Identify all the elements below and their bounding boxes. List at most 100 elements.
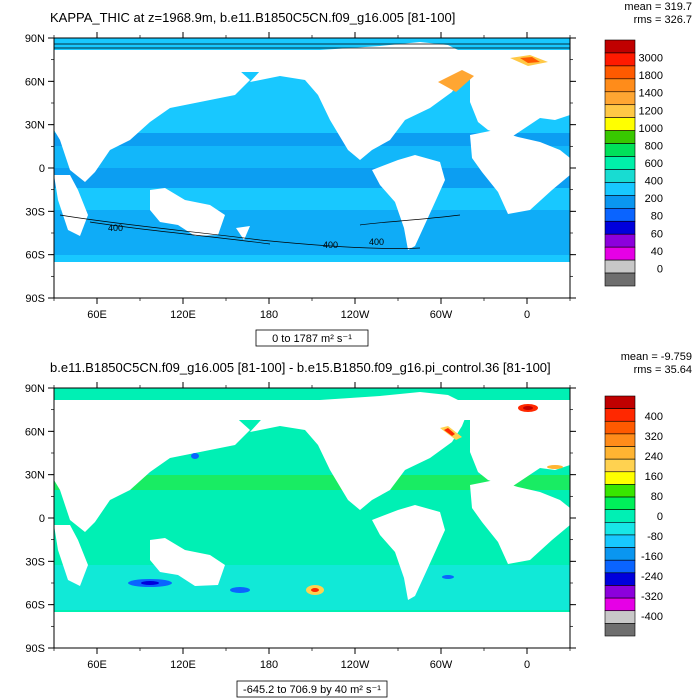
colorbar-label: -240 xyxy=(641,571,663,583)
colorbar-swatch xyxy=(604,547,636,561)
x-tick-label: 60W xyxy=(430,309,453,321)
colorbar-swatch xyxy=(604,534,636,548)
y-tick-label: 90S xyxy=(25,293,45,305)
colorbar-swatch xyxy=(604,509,636,523)
continents-b xyxy=(54,392,570,648)
colorbar-label: 160 xyxy=(645,471,663,483)
panel-b-title: b.e11.B1850C5CN.f09_g16.005 [81-100] - b… xyxy=(50,360,551,375)
y-tick-label: 60S xyxy=(25,250,45,262)
y-tick-label: 90S xyxy=(25,643,45,655)
panel-b-axes: 90N 60N 30N 0 30S 60S 90S 60E 120E 180 120W 60W 0 xyxy=(25,382,576,671)
panel-b-rms: rms = 35.64 xyxy=(634,364,692,376)
colorbar-label: 320 xyxy=(645,431,663,443)
panel-a-rms: rms = 326.7 xyxy=(634,14,692,26)
colorbar-swatch xyxy=(604,208,636,222)
x-tick-label: 60W xyxy=(430,659,453,671)
colorbar-swatch xyxy=(604,572,636,586)
colorbar-swatch xyxy=(604,395,636,409)
colorbar-swatch xyxy=(604,143,636,157)
colorbar-swatch xyxy=(604,130,636,144)
colorbar-label: 60 xyxy=(651,228,663,240)
x-tick-label: 120E xyxy=(170,659,196,671)
panel-a-map: 400 400 400 xyxy=(54,38,570,298)
x-tick-label: 120E xyxy=(170,309,196,321)
contour-lines xyxy=(54,43,570,249)
colorbar-swatch xyxy=(604,272,636,287)
hotspot-nordic-core xyxy=(520,57,540,63)
panel-kappa-thic: KAPPA_THIC at z=1968.9m, b.e11.B1850C5CN… xyxy=(25,1,692,347)
x-tick-label: 60E xyxy=(87,659,107,671)
colorbar-swatch xyxy=(604,39,636,54)
colorbar-swatch xyxy=(604,458,636,473)
colorbar-label: 1800 xyxy=(639,70,663,82)
x-tick-label: 180 xyxy=(260,659,278,671)
colorbar-swatch xyxy=(604,195,636,209)
colorbar-label: -400 xyxy=(641,611,663,623)
arctic-ocean-b xyxy=(54,388,570,400)
x-tick-label: 0 xyxy=(524,309,530,321)
colorbar-swatch xyxy=(604,597,636,612)
colorbar-swatch xyxy=(604,259,636,274)
colorbar-label: 400 xyxy=(645,411,663,423)
difference-anomalies xyxy=(128,404,563,595)
x-tick-label: 180 xyxy=(260,309,278,321)
colorbar-swatch xyxy=(604,233,636,248)
colorbar-label: 0 xyxy=(657,263,663,275)
colorbar-swatch xyxy=(604,559,636,574)
contour-label-1: 400 xyxy=(108,223,123,233)
colorbar-label: -160 xyxy=(641,551,663,563)
y-tick-label: 30N xyxy=(25,120,45,132)
panel-b-map xyxy=(54,388,570,648)
x-tick-label: 120W xyxy=(341,659,370,671)
panel-b-range-box: -645.2 to 706.9 by 40 m² s⁻¹ xyxy=(236,680,388,698)
continents xyxy=(54,42,570,298)
southern-ocean-band xyxy=(54,210,570,255)
y-tick-label: 30S xyxy=(25,556,45,568)
panel-b-mean: mean = -9.759 xyxy=(621,351,692,363)
colorbar-swatch xyxy=(604,446,636,460)
colorbar-label: 600 xyxy=(645,158,663,170)
colorbar-label: -320 xyxy=(641,591,663,603)
colorbar-label: 3000 xyxy=(639,53,663,65)
hotspot-greenland xyxy=(438,70,474,92)
colorbar-label: 1000 xyxy=(639,123,663,135)
colorbar-label: 0 xyxy=(657,511,663,523)
colorbar-swatch xyxy=(604,91,636,106)
panel-a-range-box: 0 to 1787 m² s⁻¹ xyxy=(255,329,369,347)
colorbar-swatch xyxy=(604,52,636,67)
colorbar-swatch xyxy=(604,156,636,170)
y-tick-label: 90N xyxy=(25,33,45,45)
colorbar-swatch xyxy=(604,420,636,435)
x-tick-label: 0 xyxy=(524,659,530,671)
panel-a-range-label: 0 to 1787 m² s⁻¹ xyxy=(272,333,352,345)
y-tick-label: 30N xyxy=(25,470,45,482)
colorbar-swatch xyxy=(604,65,636,80)
colorbar-swatch xyxy=(604,484,636,498)
y-tick-label: 60N xyxy=(25,76,45,88)
colorbar-swatch xyxy=(604,433,636,447)
colorbar-label: 40 xyxy=(651,246,663,258)
colorbar-swatch xyxy=(604,610,636,624)
panel-a-mean: mean = 319.7 xyxy=(624,1,692,13)
colorbar-swatch xyxy=(604,220,636,235)
panel-a-title: KAPPA_THIC at z=1968.9m, b.e11.B1850C5CN… xyxy=(50,10,455,25)
colorbar-label: 1400 xyxy=(639,88,663,100)
colorbar-swatch xyxy=(604,623,636,637)
colorbar-swatch xyxy=(604,496,636,510)
colorbar-label: 1200 xyxy=(639,105,663,117)
colorbar-swatch xyxy=(604,246,636,261)
contour-label-2: 400 xyxy=(323,240,338,250)
panel-difference: b.e11.B1850C5CN.f09_g16.005 [81-100] - b… xyxy=(25,351,692,698)
colorbar-swatch xyxy=(604,182,636,196)
y-tick-label: 0 xyxy=(39,163,45,175)
panel-b-colorbar: 400 320 240 160 80 0 -80 -160 -240 -320 -400 xyxy=(604,395,663,637)
panel-a-axes: 90N 60N 30N 0 30S 60S 90S 60E 120E 180 120W 60W 0 xyxy=(25,32,576,321)
y-tick-label: 60N xyxy=(25,426,45,438)
y-tick-label: 60S xyxy=(25,600,45,612)
colorbar-swatch xyxy=(604,169,636,183)
y-tick-label: 90N xyxy=(25,383,45,395)
panel-b-range-label: -645.2 to 706.9 by 40 m² s⁻¹ xyxy=(243,684,381,696)
colorbar-label: 200 xyxy=(645,193,663,205)
